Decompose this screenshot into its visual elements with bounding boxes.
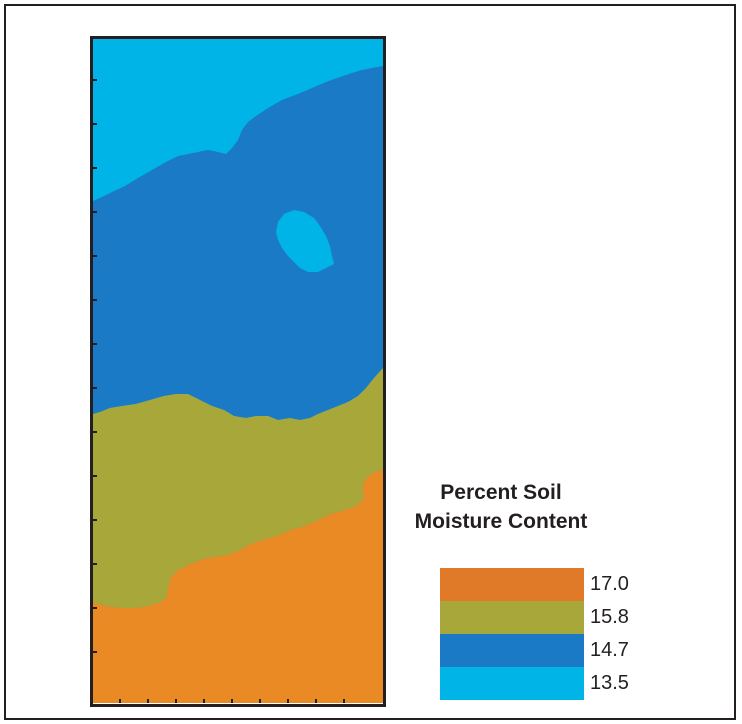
legend-item-13-5: 13.5 bbox=[440, 667, 629, 700]
bottom-tick-marks bbox=[119, 699, 345, 703]
legend-item-17-0: 17.0 bbox=[440, 568, 629, 601]
legend-title-line-1: Percent Soil bbox=[440, 481, 562, 504]
legend: 17.0 15.8 14.7 13.5 bbox=[440, 568, 629, 700]
zone-17-0 bbox=[93, 470, 383, 703]
figure-frame: Percent Soil Moisture Content 17.0 15.8 … bbox=[4, 4, 736, 720]
legend-swatch-17-0 bbox=[440, 568, 584, 601]
legend-value-13-5: 13.5 bbox=[590, 672, 629, 694]
legend-title: Percent Soil Moisture Content bbox=[404, 478, 598, 536]
soil-moisture-map bbox=[90, 36, 386, 707]
legend-swatch-13-5 bbox=[440, 667, 584, 700]
legend-swatch-14-7 bbox=[440, 634, 584, 667]
legend-swatch-15-8 bbox=[440, 601, 584, 634]
zone-15-8 bbox=[93, 368, 383, 608]
legend-value-17-0: 17.0 bbox=[590, 573, 629, 595]
legend-item-14-7: 14.7 bbox=[440, 634, 629, 667]
map-border bbox=[90, 36, 386, 707]
legend-title-line-2: Moisture Content bbox=[414, 510, 588, 533]
zone-13-5-island bbox=[276, 210, 334, 272]
zone-14-7 bbox=[93, 66, 383, 420]
legend-value-14-7: 14.7 bbox=[590, 639, 629, 661]
legend-item-15-8: 15.8 bbox=[440, 601, 629, 634]
left-tick-marks bbox=[93, 79, 97, 653]
legend-value-15-8: 15.8 bbox=[590, 606, 629, 628]
